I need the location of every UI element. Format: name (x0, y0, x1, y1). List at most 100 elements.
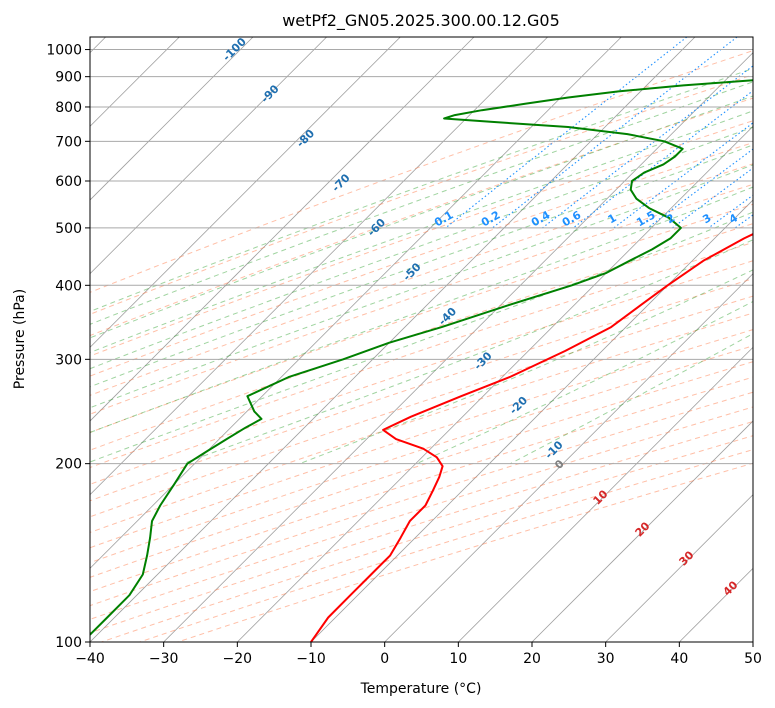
x-tick-label: 10 (449, 651, 467, 667)
isotherm-line (384, 273, 753, 642)
y-tick-label: 400 (55, 278, 82, 294)
background-lines (90, 37, 753, 642)
x-tick-label: −40 (75, 651, 105, 667)
moist-adiabat-line (90, 126, 753, 370)
moist-adiabat-line (182, 239, 753, 465)
temperature-line (310, 232, 753, 642)
moist-adiabat-line (90, 67, 753, 313)
dry-adiabat-line (90, 295, 753, 518)
isotherm-line (90, 37, 254, 201)
mixing-ratio-label: 3 (700, 211, 713, 226)
x-tick-label: −30 (149, 651, 179, 667)
isotherm-line (90, 37, 401, 348)
y-tick-label: 700 (55, 134, 82, 150)
isotherm-line (90, 37, 327, 275)
mixing-ratio-line (708, 194, 753, 229)
moist-adiabat-label: 20 (633, 519, 653, 539)
chart-title: wetPf2_GN05.2025.300.00.12.G05 (282, 11, 560, 31)
x-tick-label: −20 (223, 651, 253, 667)
isotherm-line (679, 567, 753, 642)
isotherm-line (752, 641, 753, 642)
moist-adiabat-line (90, 186, 753, 434)
x-tick-label: −10 (296, 651, 326, 667)
moist-adiabat-label: 10 (591, 487, 611, 507)
mixing-ratio-line (572, 90, 753, 229)
moist-adiabat-label: 40 (721, 578, 741, 598)
pressure-gridlines (90, 49, 753, 642)
isotherm-line (605, 494, 753, 642)
isotherm-line (458, 346, 753, 642)
y-tick-label: 200 (55, 457, 82, 473)
dry-adiabat-line (90, 278, 753, 502)
y-tick-label: 1000 (46, 43, 82, 59)
moist-adiabat-line (90, 110, 753, 354)
x-tick-label: 20 (523, 651, 541, 667)
dry-adiabat-label: -70 (329, 171, 352, 194)
y-tick-label: 300 (55, 352, 82, 368)
dry-adiabat-line (90, 203, 753, 433)
dry-adiabat-line (90, 391, 753, 607)
dry-adiabat-line (90, 50, 753, 293)
mixing-ratio-label: 0.1 (432, 208, 455, 229)
x-tick-label: 40 (670, 651, 688, 667)
isotherm-line (90, 37, 622, 569)
y-tick-label: 500 (55, 221, 82, 237)
isotherm-line (163, 52, 753, 642)
isotherm-line (90, 37, 696, 642)
moist-adiabat-line (90, 95, 753, 339)
dry-adiabat-line (90, 260, 753, 485)
isotherm-line (237, 125, 753, 642)
mixing-ratio-line (492, 37, 738, 229)
profiles (90, 79, 753, 642)
y-tick-label: 100 (55, 635, 82, 651)
moist-adiabat-label: 0 (552, 457, 567, 472)
mixing-ratio-line (542, 65, 753, 229)
dry-adiabat-line (90, 329, 753, 549)
dry-adiabat-label: -50 (400, 260, 423, 283)
isotherm-line (531, 420, 753, 642)
y-axis-label: Pressure (hPa) (12, 289, 28, 389)
dry-adiabat-line (90, 223, 753, 451)
mixing-ratio-label: 0.4 (529, 208, 553, 229)
dry-adiabat-line (90, 97, 753, 337)
y-tick-label: 600 (55, 174, 82, 190)
y-tick-label: 900 (55, 70, 82, 86)
dry-adiabat-line (90, 74, 753, 315)
dry-adiabat-line (90, 183, 753, 415)
dry-adiabat-line (90, 120, 753, 357)
dry-adiabat-label: -80 (294, 127, 317, 150)
x-axis-label: Temperature (°C) (360, 681, 482, 697)
y-axis-ticks: 100 200 300 400 500 600 700 800 900 1000 (46, 43, 90, 651)
dry-adiabat-line (101, 435, 753, 642)
dewpoint-line (90, 79, 753, 637)
dry-adiabat-line (90, 312, 753, 533)
mixing-ratio-label: 0.2 (479, 208, 502, 229)
x-axis-ticks: −40 −30 −20 −10 0 10 20 30 40 50 (75, 642, 762, 667)
dry-adiabat-line (90, 142, 753, 377)
isotherm-line (90, 37, 475, 422)
dry-adiabat-line (90, 163, 753, 396)
isotherm-line (90, 37, 548, 496)
plot-frame (89, 36, 754, 643)
x-tick-label: 30 (597, 651, 615, 667)
moist-adiabat-line (299, 269, 753, 465)
moist-adiabat-label: 30 (677, 548, 697, 568)
dry-adiabat-line (90, 241, 753, 469)
line-labels: -100-90-80-70-60-50-40-30-20-100.1 0.2 0.4… (220, 35, 741, 599)
mixing-ratio-line (734, 214, 753, 229)
x-tick-label: 50 (744, 651, 762, 667)
dry-adiabat-line (90, 376, 753, 593)
dry-adiabat-label: -30 (471, 349, 494, 372)
dry-adiabat-line (90, 345, 753, 564)
dry-adiabat-line (90, 361, 753, 578)
x-tick-label: 0 (380, 651, 389, 667)
dry-adiabat-label: -10 (542, 438, 565, 461)
mixing-ratio-line (672, 167, 753, 229)
dry-adiabat-label: -40 (436, 305, 459, 328)
moist-adiabat-line (90, 164, 753, 409)
moist-adiabat-line (90, 81, 753, 325)
mixing-ratio-label: 1 (606, 211, 619, 226)
moist-adiabat-line (416, 300, 753, 465)
y-tick-label: 800 (55, 100, 82, 116)
